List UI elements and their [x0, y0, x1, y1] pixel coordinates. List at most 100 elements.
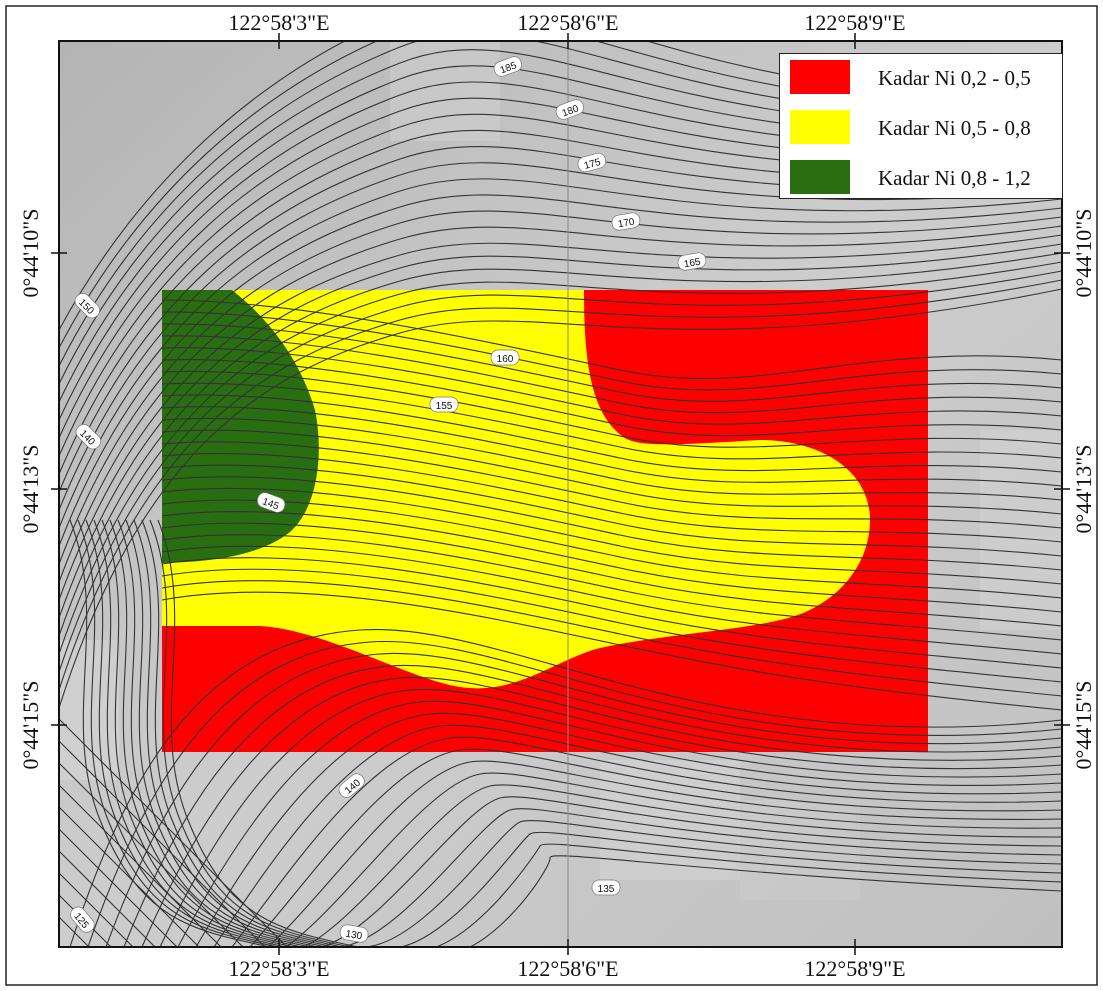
contour-line: [59, 850, 156, 947]
lon-label-top: 122°58'6"E: [517, 10, 619, 35]
lon-label-bottom: 122°58'9"E: [804, 956, 906, 981]
contour-line: [59, 288, 1062, 709]
contour-label: 160: [490, 349, 520, 366]
contour-line: [125, 519, 327, 947]
contour-line: [161, 568, 1062, 683]
lat-label-right: 0°44'10"S: [1071, 208, 1096, 298]
lon-label-bottom: 122°58'6"E: [517, 956, 619, 981]
contour-line: [358, 820, 1062, 947]
contour-line: [161, 487, 1062, 585]
contour-line: [59, 762, 244, 947]
contour-line: [161, 464, 1062, 557]
contour-label: 145: [257, 492, 286, 513]
contour-line: [161, 359, 1062, 437]
contour-line: [59, 252, 1062, 637]
contour-line: [59, 261, 1062, 655]
contour-label: 175: [577, 152, 607, 173]
contour-line: [161, 299, 1062, 380]
contour-line: [59, 146, 1062, 493]
contour-line: [161, 557, 1062, 669]
contour-line: [339, 808, 1062, 947]
contour-line: [321, 796, 1062, 947]
contour-line: [59, 270, 1062, 673]
contour-label: 130: [339, 924, 369, 943]
lat-label-right: 0°44'15"S: [1071, 680, 1096, 770]
lat-label-left: 0°44'15"S: [18, 680, 43, 770]
map-neatline: [58, 40, 1063, 948]
contour-line: [161, 323, 1062, 402]
contour-line: [376, 831, 1062, 947]
contour-line: [59, 872, 134, 947]
contour-line: [249, 748, 1062, 947]
contour-line: [157, 519, 359, 947]
contour-label-text: 130: [345, 929, 364, 943]
contour-line: [59, 916, 90, 947]
legend-swatch: [790, 60, 850, 94]
contour-line: [195, 712, 1062, 947]
contour-line: [59, 81, 1062, 421]
contour-line: [69, 519, 271, 947]
contour-label: 170: [611, 212, 641, 231]
legend-item-low: Kadar Ni 0,2 - 0,5: [786, 60, 1056, 94]
contour-line: [161, 417, 1062, 501]
contour-line: [159, 688, 1062, 947]
contour-label: 155: [429, 396, 459, 413]
zone-mid-grade: [162, 290, 870, 689]
contour-line: [59, 41, 1062, 331]
contour-line: [267, 760, 1062, 947]
contour-label: 165: [677, 252, 707, 271]
contour-line: [59, 41, 1062, 349]
contour-line: [109, 519, 311, 947]
contour-line: [123, 664, 1062, 947]
lat-label-left: 0°44'13"S: [18, 444, 43, 534]
contour-line: [59, 41, 1062, 367]
contour-line: [59, 243, 1062, 619]
contour-line: [177, 700, 1062, 947]
contour-line: [59, 97, 1062, 439]
legend-swatch: [790, 110, 850, 144]
contour-line: [133, 519, 335, 947]
legend-swatch: [790, 160, 850, 194]
contour-label-text: 175: [583, 157, 602, 172]
contour-label-text: 135: [598, 884, 615, 895]
lat-label-left: 0°44'10"S: [18, 208, 43, 298]
contour-line: [394, 843, 1062, 947]
contour-line: [59, 225, 1062, 583]
outer-border: [5, 5, 1098, 986]
contour-line: [161, 580, 1062, 697]
contour-line: [59, 113, 1062, 457]
contour-line: [101, 519, 303, 947]
contour-line: [141, 676, 1062, 947]
contour-label: 180: [555, 99, 584, 120]
contour-line: [161, 406, 1062, 487]
contour-line: [117, 519, 319, 947]
contour-label-text: 170: [617, 217, 636, 231]
contour-label-text: 155: [436, 401, 453, 412]
contour-line: [161, 394, 1062, 473]
contour-line: [161, 591, 1062, 711]
legend-item-high: Kadar Ni 0,8 - 1,2: [786, 160, 1056, 194]
contour-line: [59, 210, 1062, 565]
contour-line: [77, 519, 279, 947]
contour-label: 185: [493, 56, 522, 77]
contour-line: [161, 370, 1062, 448]
contour-line: [161, 382, 1062, 460]
lon-label-bottom: 122°58'3"E: [228, 956, 330, 981]
grade-zones: [162, 290, 928, 752]
contour-line: [231, 736, 1062, 947]
lat-label-right: 0°44'13"S: [1071, 444, 1096, 534]
contour-line: [285, 772, 1062, 947]
contour-line: [59, 65, 1062, 403]
contour-lines: [59, 41, 1062, 947]
contour-line: [161, 534, 1062, 641]
contour-line: [59, 129, 1062, 475]
contour-line: [161, 545, 1062, 655]
contour-line: [161, 429, 1062, 515]
contour-line: [59, 49, 1062, 385]
contour-line: [161, 311, 1062, 391]
contour-line: [85, 519, 287, 947]
legend-item-mid: Kadar Ni 0,5 - 0,8: [786, 110, 1056, 144]
contour-line: [59, 194, 1062, 547]
